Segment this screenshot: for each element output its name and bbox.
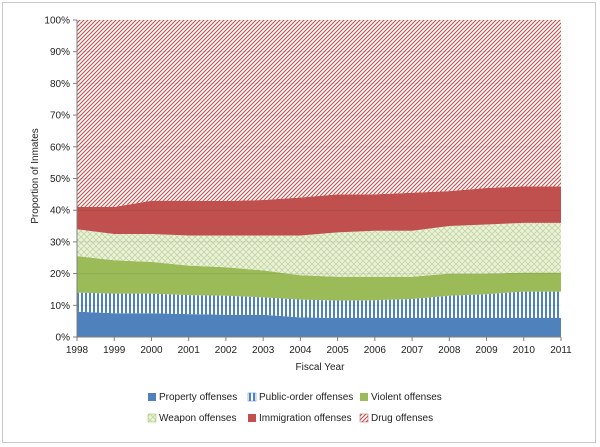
x-tick-label: 2004 [289, 345, 312, 356]
x-tick-label: 2001 [178, 345, 201, 356]
x-tick-label: 1998 [66, 345, 89, 356]
y-tick-label: 70% [50, 111, 70, 122]
legend: Property offenses Public-order offenses Vi… [147, 392, 442, 424]
y-tick-label: 40% [50, 206, 70, 217]
legend-swatch [248, 414, 256, 422]
legend-swatch [147, 413, 157, 423]
x-tick-label: 2008 [438, 345, 461, 356]
x-tick-label: 2003 [252, 345, 275, 356]
x-tick-labels: 1998 1999 2000 2001 2002 2003 2004 2005 2006 2007… [66, 345, 572, 356]
y-tick-label: 80% [50, 79, 70, 90]
y-tick-label: 50% [50, 174, 70, 185]
legend-swatch [247, 392, 257, 402]
y-tick-label: 60% [50, 142, 70, 153]
x-tick-label: 2009 [475, 345, 498, 356]
x-tick-label: 2011 [550, 345, 572, 356]
y-tick-label: 90% [50, 47, 70, 58]
area-public-order-offenses [77, 291, 561, 318]
stacked-areas [77, 20, 561, 337]
y-tick-labels: 0% 10% 20% 30% 40% 50% 60% 70% 80% 90% 100% [44, 16, 70, 344]
y-tick-label: 20% [50, 269, 70, 280]
legend-label: Public-order offenses [259, 392, 353, 403]
x-tick-label: 2005 [326, 345, 349, 356]
legend-label: Violent offenses [371, 392, 442, 403]
legend-label: Drug offenses [371, 413, 433, 424]
legend-label: Property offenses [159, 392, 237, 403]
x-tick-label: 2010 [513, 345, 536, 356]
y-axis-title: Proportion of Inmates [30, 128, 41, 224]
gridlines [77, 19, 561, 306]
x-tick-label: 2006 [364, 345, 387, 356]
area-immigration-offenses [77, 186, 561, 236]
y-tick-label: 0% [56, 333, 71, 344]
y-tick-label: 30% [50, 237, 70, 248]
x-axis-title: Fiscal Year [296, 362, 346, 373]
legend-label: Immigration offenses [259, 413, 352, 424]
y-tick-label: 100% [44, 16, 70, 27]
legend-swatch [148, 393, 156, 401]
area-weapon-offenses [77, 222, 561, 277]
legend-label: Weapon offenses [159, 413, 236, 424]
x-tick-label: 2007 [401, 345, 424, 356]
y-tick-label: 10% [50, 301, 70, 312]
legend-swatch [359, 413, 369, 423]
area-violent-offenses [77, 256, 561, 301]
legend-swatch [360, 393, 368, 401]
axes [73, 19, 562, 341]
x-tick-label: 2002 [215, 345, 238, 356]
x-tick-label: 1999 [103, 345, 126, 356]
area-drug-offenses [77, 20, 561, 208]
x-tick-label: 2000 [140, 345, 163, 356]
